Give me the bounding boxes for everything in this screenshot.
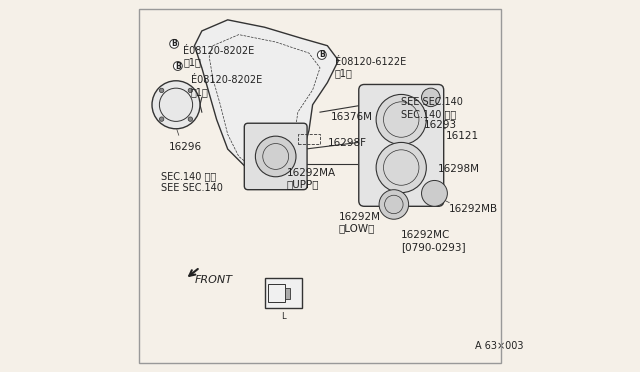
Circle shape (152, 81, 200, 129)
Bar (285, 288, 291, 299)
Text: L: L (281, 311, 285, 321)
FancyBboxPatch shape (359, 84, 444, 206)
Circle shape (317, 51, 326, 60)
Text: 16292MC
[0790-0293]: 16292MC [0790-0293] (401, 230, 466, 252)
Circle shape (376, 94, 426, 145)
Text: 16121: 16121 (445, 131, 479, 141)
Text: 16292M
（LOW）: 16292M （LOW） (339, 212, 380, 234)
Circle shape (255, 136, 296, 177)
Bar (268, 284, 285, 302)
Text: 16293: 16293 (424, 119, 456, 129)
Text: B: B (175, 61, 180, 71)
Circle shape (422, 180, 447, 206)
Text: É08120-8202E
（1）: É08120-8202E （1） (191, 75, 262, 97)
Text: FRONT: FRONT (195, 275, 232, 285)
Text: 16292MA
（UPP）: 16292MA （UPP） (287, 167, 336, 189)
Circle shape (159, 88, 164, 93)
Circle shape (376, 142, 426, 193)
Text: SEE SEC.140
SEC.140 参照: SEE SEC.140 SEC.140 参照 (401, 97, 463, 119)
Bar (298, 134, 320, 144)
Text: SEC.140 参照
SEE SEC.140: SEC.140 参照 SEE SEC.140 (161, 171, 223, 193)
Text: B: B (172, 39, 177, 48)
Polygon shape (195, 20, 339, 179)
Circle shape (188, 88, 193, 93)
Text: 16292MB: 16292MB (449, 205, 499, 215)
Text: É08120-6122E
（1）: É08120-6122E （1） (335, 57, 406, 78)
Text: 16296: 16296 (168, 142, 202, 152)
Text: A 63×003: A 63×003 (475, 341, 524, 351)
Text: 16298M: 16298M (438, 164, 480, 174)
Text: É08120-8202E
（1）: É08120-8202E （1） (184, 46, 255, 67)
Bar (264, 278, 301, 308)
Text: 16376M: 16376M (331, 112, 373, 122)
Circle shape (173, 62, 182, 70)
FancyBboxPatch shape (244, 123, 307, 190)
Circle shape (159, 117, 164, 121)
Circle shape (170, 39, 179, 48)
Circle shape (188, 117, 193, 121)
Text: 16298F: 16298F (328, 138, 366, 148)
Text: B: B (319, 51, 324, 60)
Circle shape (422, 88, 440, 107)
Circle shape (379, 190, 408, 219)
